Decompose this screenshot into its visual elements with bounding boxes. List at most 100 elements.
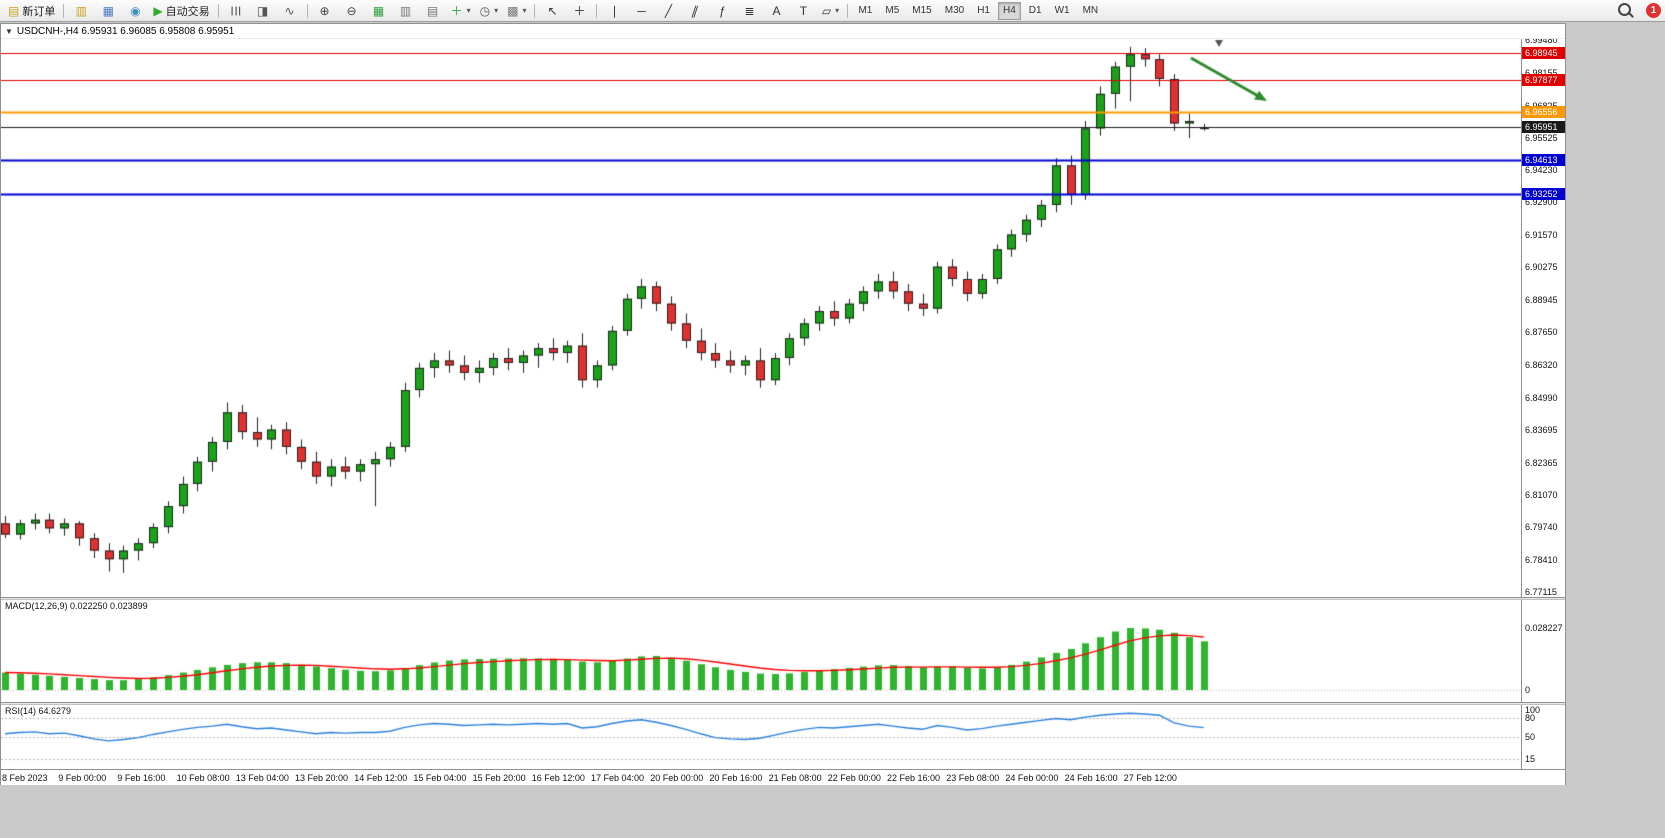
timeframe-button-m1[interactable]: M1 (858, 4, 873, 16)
price-axis-label: 6.87650 (1525, 327, 1558, 338)
price-axis-label: 6.83695 (1525, 424, 1558, 435)
zoom-in-icon: ⊕ (319, 3, 330, 18)
time-axis-label: 17 Feb 04:00 (591, 773, 645, 783)
new-chart-button[interactable]: ＋ ▾ (447, 1, 475, 21)
fibonacci-icon: ƒ (719, 3, 726, 18)
chart-collapse-icon[interactable]: ▼ (5, 26, 13, 36)
notifications-badge[interactable]: 1 (1646, 3, 1661, 18)
price-pane: 6.99480 6.98155 6.96825 6.95525 6.94230 6.929… (1, 39, 1565, 597)
timeframe-button-mn[interactable]: MN (1082, 4, 1099, 16)
chart-header: ▼ USDCNH-,H4 6.95931 6.96085 6.95808 6.9… (1, 24, 1565, 39)
new-order-button-label: 新订单 (22, 5, 56, 18)
tile-vertical-button[interactable]: ▥ (393, 1, 419, 21)
bar-chart-icon: ☰ (228, 5, 243, 16)
cursor-button[interactable]: ↖ (539, 1, 565, 21)
price-axis-label: 6.92900 (1525, 197, 1558, 208)
price-axis-label: 6.86320 (1525, 359, 1558, 370)
price-axis-label: 6.96825 (1525, 101, 1558, 111)
fibonacci-button[interactable]: ƒ (709, 1, 735, 21)
tile-vertical-icon: ▥ (399, 3, 412, 18)
time-axis-label: 16 Feb 12:00 (531, 773, 585, 783)
dropdown-caret-icon: ▾ (466, 6, 471, 15)
horizontal-line-button[interactable]: ─ (628, 1, 654, 21)
time-axis-label: 24 Feb 16:00 (1064, 773, 1118, 783)
price-axis-label: 6.79740 (1525, 522, 1558, 533)
rsi-indicator-label: RSI(14) 64.6279 (5, 706, 72, 716)
tile-horizontal-button[interactable]: ▤ (420, 1, 446, 21)
timeframe-button-m15[interactable]: M15 (912, 4, 932, 16)
time-axis-label: 20 Feb 16:00 (709, 773, 763, 783)
pane-splitter-rsi[interactable] (1, 702, 1565, 705)
price-tag: 6.94613 (1522, 154, 1565, 167)
price-axis-label: 6.95525 (1525, 132, 1558, 143)
rsi-axis-label: 80 (1525, 712, 1536, 723)
levels-icon: ≣ (744, 3, 755, 18)
market-watch-icon: ▥ (75, 3, 88, 18)
line-chart-button[interactable]: ∿ (277, 1, 303, 21)
timeframe-button-m30[interactable]: M30 (944, 4, 965, 16)
data-window-icon: ▦ (102, 3, 115, 18)
timeframe-button-d1[interactable]: D1 (1028, 4, 1042, 16)
time-axis-label: 20 Feb 00:00 (650, 773, 704, 783)
price-chart-canvas[interactable] (1, 39, 1521, 597)
new-chart-plus-icon: ＋ (450, 3, 463, 18)
timeframe-button-m5[interactable]: M5 (885, 4, 900, 16)
time-axis[interactable]: 8 Feb 2023 9 Feb 00:00 9 Feb 16:00 10 Feb 0… (1, 769, 1565, 785)
label-button[interactable]: T (790, 1, 816, 21)
dropdown-caret-icon: ▾ (522, 6, 527, 15)
levels-button[interactable]: ≣ (736, 1, 762, 21)
time-axis-label: 13 Feb 20:00 (295, 773, 349, 783)
timeframe-button-h4[interactable]: H4 (997, 1, 1021, 20)
autotrade-play-icon: ▶ (153, 3, 163, 18)
chart-symbol-ohlc: USDCNH-,H4 6.95931 6.96085 6.95808 6.959… (16, 25, 235, 37)
text-button[interactable]: A (763, 1, 789, 21)
channel-button[interactable]: ∥ (682, 1, 708, 21)
time-axis-label: 14 Feb 12:00 (354, 773, 408, 783)
price-tag: 6.97877 (1522, 73, 1565, 86)
navigator-button[interactable]: ◉ (122, 1, 148, 21)
rsi-axis-label: 100 (1525, 705, 1541, 715)
zoom-out-button[interactable]: ⊖ (339, 1, 365, 21)
zoom-in-button[interactable]: ⊕ (312, 1, 338, 21)
timeframe-button-w1[interactable]: W1 (1054, 4, 1070, 16)
data-window-button[interactable]: ▦ (95, 1, 121, 21)
bar-chart-button[interactable]: ☰ (223, 1, 249, 21)
autotrade-button[interactable]: ▶ 自动交易 (149, 1, 213, 21)
time-axis-label: 23 Feb 08:00 (946, 773, 1000, 783)
navigator-icon: ◉ (130, 3, 141, 18)
indicators-button[interactable]: ▩ ▾ (503, 1, 530, 21)
candlestick-chart-button[interactable]: ◨ (250, 1, 276, 21)
time-axis-label: 22 Feb 00:00 (827, 773, 881, 783)
vertical-line-button[interactable]: ∣ (601, 1, 627, 21)
market-watch-button[interactable]: ▥ (68, 1, 94, 21)
shapes-button[interactable]: ▱ ▾ (817, 1, 843, 21)
text-icon: A (772, 3, 781, 18)
price-axis-label: 6.82365 (1525, 457, 1558, 468)
macd-canvas[interactable] (1, 600, 1521, 702)
pane-splitter-macd[interactable] (1, 597, 1565, 600)
time-axis-label: 10 Feb 08:00 (176, 773, 230, 783)
price-axis[interactable]: 6.99480 6.98155 6.96825 6.95525 6.94230 6.929… (1521, 39, 1565, 597)
price-axis-label: 6.94230 (1525, 164, 1558, 175)
candlestick-icon: ◨ (256, 3, 269, 18)
trendline-button[interactable]: ╱ (655, 1, 681, 21)
new-order-button[interactable]: ▤ 新订单 (4, 1, 59, 21)
search-button[interactable] (1613, 1, 1639, 21)
time-axis-label: 22 Feb 16:00 (887, 773, 941, 783)
timeframe-button-h1[interactable]: H1 (977, 4, 990, 16)
toolbar-separator (217, 3, 219, 18)
time-axis-label: 9 Feb 00:00 (58, 773, 107, 783)
time-axis-label: 24 Feb 00:00 (1005, 773, 1059, 783)
crosshair-button[interactable]: ＋ (566, 1, 592, 21)
price-axis-label: 6.98155 (1525, 68, 1558, 78)
tile-windows-button[interactable]: ▦ (366, 1, 392, 21)
indicators-icon: ▩ (507, 3, 519, 18)
period-clock-button[interactable]: ◷ ▾ (476, 1, 503, 21)
price-axis-label: 6.91570 (1525, 230, 1558, 241)
search-icon (1617, 3, 1631, 16)
price-axis-label: 6.88945 (1525, 295, 1558, 306)
price-tag: 6.93252 (1522, 187, 1565, 200)
rsi-canvas[interactable] (1, 705, 1521, 769)
price-axis-label: 6.78410 (1525, 555, 1558, 566)
rsi-axis: 100 80 50 15 (1521, 705, 1565, 769)
